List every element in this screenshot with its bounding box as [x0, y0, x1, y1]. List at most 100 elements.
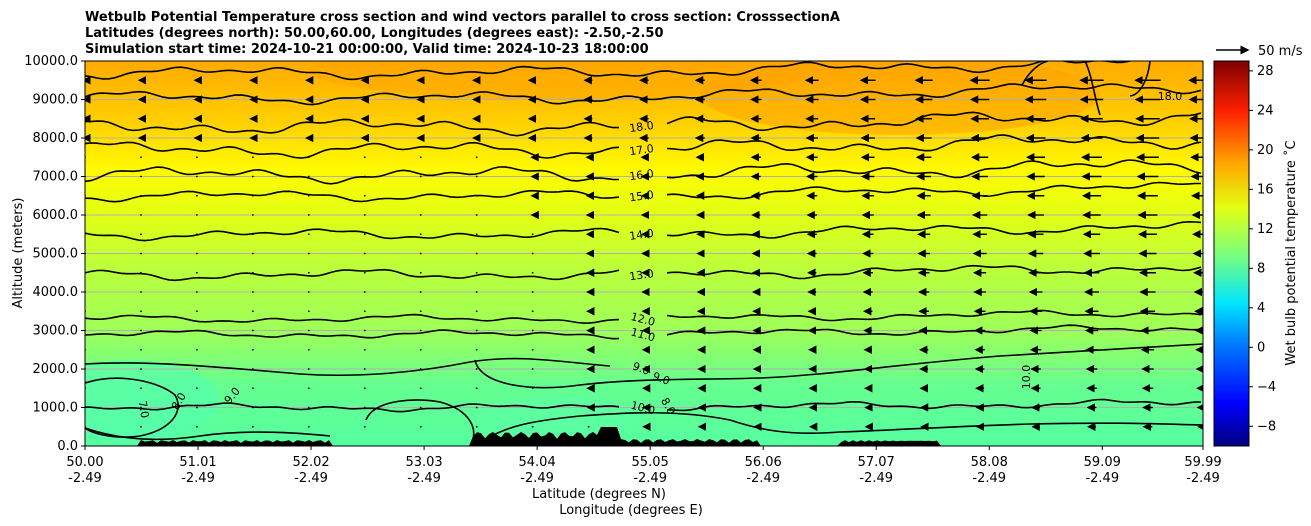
wind-vector [531, 329, 534, 332]
wind-vector [363, 156, 366, 159]
wind-vector [196, 387, 198, 390]
wind-vector [307, 214, 310, 216]
wind-vector [475, 387, 478, 390]
wind-vector [419, 175, 422, 178]
wind-vector [475, 406, 478, 409]
wind-vector [475, 194, 478, 197]
contour-label: 13.0 [628, 267, 654, 283]
wind-vector [251, 329, 254, 332]
wind-vector [419, 156, 422, 159]
y-tick-label: 0.0 [57, 439, 78, 454]
contour-label: 7.0 [136, 400, 152, 419]
y-tick-label: 10000.0 [24, 54, 78, 69]
x-tick-label-lon: -2.49 [68, 471, 102, 486]
wind-vector [251, 348, 254, 351]
wind-vector [140, 425, 142, 428]
wind-vector [251, 252, 254, 255]
contour-labels: 10.0 11.012.0 13.0 14.0 15.0 16.0 17.0 18.0 9.09… [136, 90, 1183, 419]
contour-line [85, 111, 1202, 137]
wind-vector [475, 310, 478, 313]
y-tick-label: 8000.0 [33, 131, 79, 146]
wind-vector [251, 271, 254, 274]
wind-vector [475, 348, 478, 351]
quiver-key-label: 50 m/s [1258, 44, 1303, 59]
wind-vector [475, 329, 478, 332]
x-tick-label-lat: 56.06 [745, 455, 782, 470]
wind-vector [475, 425, 478, 428]
wind-vector [251, 310, 254, 313]
y-axis: 0.0 1000.0 2000.0 3000.0 4000.0 5000.0 6000.0 7… [24, 54, 85, 454]
colorbar: 28 24 20 16 12 8 4 0 −4 −8 Wet bulb potential tem… [1213, 60, 1299, 447]
wind-vector [587, 425, 590, 428]
wind-vector [140, 310, 142, 313]
contour-line [85, 357, 611, 377]
x-tick-label-lat: 51.01 [179, 455, 216, 470]
wind-vector [419, 348, 422, 351]
wind-vector [307, 406, 310, 409]
colorbar-label: Wet bulb potential temperature ˚C [1283, 140, 1299, 365]
wind-vector [140, 252, 142, 255]
cool-patch [85, 360, 220, 440]
y-tick-label: 1000.0 [33, 401, 79, 416]
x-tick-label-lat: 59.09 [1084, 455, 1121, 470]
contour-line [1021, 61, 1151, 116]
quiver-key: 50 m/s [1216, 44, 1303, 59]
wind-vector [196, 329, 198, 332]
wind-vector [251, 406, 254, 409]
wind-vector [307, 387, 310, 390]
wind-vector [140, 175, 142, 178]
x-tick-label-lon: -2.49 [407, 471, 441, 486]
contour-line [85, 159, 1202, 185]
wind-vector [140, 156, 142, 159]
contour-line [477, 411, 1203, 446]
wind-vector [531, 406, 534, 409]
colorbar-tick-label: 8 [1257, 261, 1265, 276]
wind-vector [251, 194, 254, 197]
wind-vector [307, 156, 310, 159]
contour-label: 18.0 [628, 119, 654, 135]
wind-vector [363, 425, 366, 428]
wind-vector [419, 291, 422, 293]
wind-vector [531, 387, 534, 390]
wind-vector [251, 387, 254, 390]
wind-vector [140, 406, 142, 409]
terrain [85, 427, 1203, 446]
wind-vector [419, 406, 422, 409]
warm-patch [310, 61, 810, 100]
wind-vector [196, 252, 198, 255]
contour-line [85, 377, 179, 438]
wind-vector [140, 348, 142, 351]
wind-vector [419, 252, 422, 255]
wind-vector [307, 291, 310, 293]
colorbar-tick-label: 0 [1257, 340, 1265, 355]
wind-vector [531, 233, 534, 236]
wind-vector [307, 348, 310, 351]
contour-label: 16.0 [628, 167, 654, 183]
x-tick-label-lon: -2.49 [972, 471, 1006, 486]
x-tick-label-lat: 54.04 [519, 455, 556, 470]
wind-vector [196, 291, 198, 293]
wind-vector [196, 233, 198, 236]
wind-vector [475, 291, 478, 293]
contour-label: 17.0 [628, 142, 654, 158]
contour-label: 14.0 [628, 227, 654, 243]
wind-vector [196, 348, 198, 351]
wind-vector [419, 194, 422, 197]
wind-vector [363, 368, 366, 370]
wind-vector [531, 348, 534, 351]
x-axis: 50.00-2.4951.01-2.4952.02-2.4953.03-2.49… [66, 446, 1222, 486]
wind-vector [475, 233, 478, 236]
wind-vector [363, 406, 366, 409]
wind-vector [251, 291, 254, 293]
wind-vector [140, 271, 142, 274]
wind-vector [475, 214, 478, 216]
x-tick-label-lon: -2.49 [1186, 471, 1220, 486]
wind-vector [196, 156, 198, 159]
wind-vector [531, 310, 534, 313]
title-line-2: Latitudes (degrees north): 50.00,60.00, … [85, 26, 664, 41]
wind-vector [475, 156, 478, 159]
wind-vector [363, 271, 366, 274]
contour-label: 15.0 [628, 188, 654, 204]
wind-vector [307, 310, 310, 313]
